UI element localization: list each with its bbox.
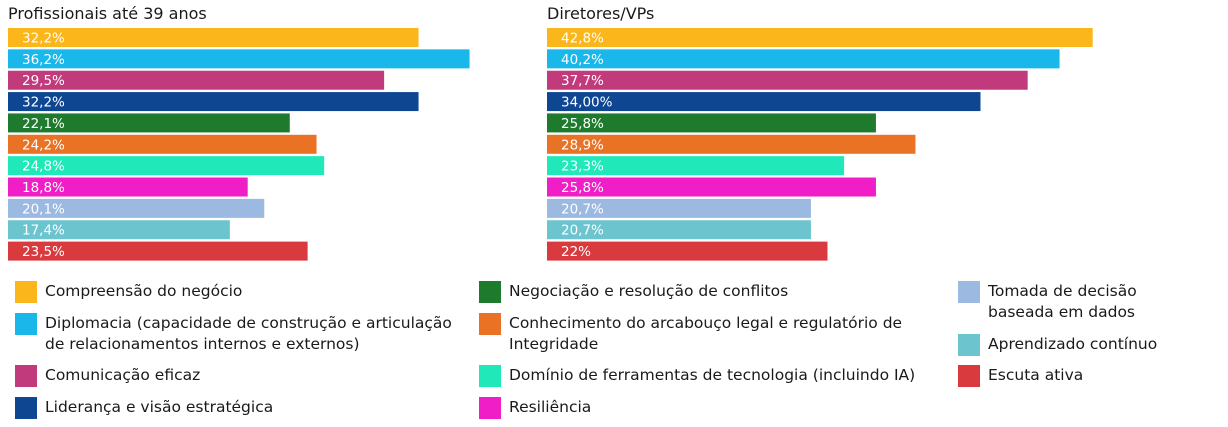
legend-item-aprendizado: Aprendizado contínuo (958, 334, 1157, 356)
bar-0-4 (8, 113, 290, 133)
bar-label-0-9: 17,4% (22, 223, 65, 239)
bar-label-1-4: 25,8% (561, 116, 604, 132)
legend-swatch (479, 313, 501, 335)
right-chart-title: Diretores/VPs (547, 4, 655, 23)
legend-label: Resiliência (509, 398, 592, 416)
legend-label: Conhecimento do arcabouço legal e regula… (509, 314, 903, 353)
bar-label-1-9: 20,7% (561, 223, 604, 239)
legend-item-compreensao: Compreensão do negócio (15, 281, 242, 303)
left-bar-chart: 32,2% 36,2% 29,5% 32,2% 22,1% 24,2% 24,8% 18,8%… (8, 28, 470, 261)
bar-label-0-5: 24,2% (22, 137, 65, 153)
bar-0-5 (8, 134, 317, 154)
bar-1-8 (547, 198, 811, 218)
bar-label-1-7: 25,8% (561, 180, 604, 196)
bar-1-9 (547, 220, 811, 240)
bar-label-1-6: 23,3% (561, 159, 604, 175)
legend-label: Comunicação eficaz (45, 366, 201, 384)
bar-1-6 (547, 156, 845, 176)
legend-item-conhecimento: Conhecimento do arcabouço legal e regula… (479, 313, 902, 355)
bar-1-2 (547, 70, 1028, 90)
bar-label-0-3: 32,2% (22, 95, 65, 111)
legend-item-lideranca: Liderança e visão estratégica (15, 397, 273, 419)
bar-label-1-0: 42,8% (561, 31, 604, 47)
bar-0-2 (8, 70, 385, 90)
bar-label-1-5: 28,9% (561, 137, 604, 153)
bar-label-1-3: 34,00% (561, 95, 613, 111)
bar-1-0 (547, 28, 1093, 47)
bar-0-7 (8, 177, 248, 197)
legend-label: Compreensão do negócio (45, 282, 243, 300)
legend-item-dominio: Domínio de ferramentas de tecnologia (in… (479, 365, 915, 387)
legend-swatch (958, 334, 980, 356)
legend-swatch (479, 281, 501, 303)
legend-item-escuta: Escuta ativa (958, 365, 1083, 387)
bar-label-0-0: 32,2% (22, 31, 65, 47)
bar-label-1-8: 20,7% (561, 201, 604, 217)
bar-0-9 (8, 220, 230, 240)
legend-swatch (15, 281, 37, 303)
legend-label: Aprendizado contínuo (988, 335, 1158, 353)
bar-label-0-8: 20,1% (22, 201, 65, 217)
legend-label: Escuta ativa (988, 366, 1084, 384)
legend-swatch (958, 365, 980, 387)
legend-item-resiliencia: Resiliência (479, 397, 591, 419)
bar-label-0-1: 36,2% (22, 52, 65, 68)
legend-label: Domínio de ferramentas de tecnologia (in… (509, 366, 916, 384)
legend-swatch (958, 281, 980, 303)
left-chart-title: Profissionais até 39 anos (8, 4, 207, 23)
legend-label: Negociação e resolução de conflitos (509, 282, 789, 300)
legend-label: Diplomacia (capacidade de construção e a… (45, 314, 452, 353)
bar-1-1 (547, 49, 1060, 69)
bar-label-1-1: 40,2% (561, 52, 604, 68)
legend-item-negociacao: Negociação e resolução de conflitos (479, 281, 788, 303)
legend-label: Tomada de decisão baseada em dados (988, 282, 1137, 321)
right-bar-chart: 42,8% 40,2% 37,7% 34,00% 25,8% 28,9% 23,3% 25,8… (547, 28, 1093, 261)
bar-0-3 (8, 92, 419, 112)
legend-item-diplomacia: Diplomacia (capacidade de construção e a… (15, 313, 452, 355)
bar-label-0-6: 24,8% (22, 159, 65, 175)
legend-label: Liderança e visão estratégica (45, 398, 274, 416)
bar-0-8 (8, 198, 265, 218)
bar-1-5 (547, 134, 916, 154)
bar-label-0-10: 23,5% (22, 244, 65, 260)
bar-label-1-2: 37,7% (561, 73, 604, 89)
bar-label-0-4: 22,1% (22, 116, 65, 132)
bar-label-0-7: 18,8% (22, 180, 65, 196)
bar-1-10 (547, 241, 828, 261)
legend-item-tomada-decisao: Tomada de decisão baseada em dados (958, 281, 1137, 323)
legend-swatch (15, 397, 37, 419)
bar-label-1-10: 22% (561, 244, 591, 260)
legend-item-comunicacao: Comunicação eficaz (15, 365, 200, 387)
legend-swatch (15, 313, 37, 335)
bar-1-7 (547, 177, 876, 197)
bar-1-3 (547, 92, 981, 112)
bar-1-4 (547, 113, 876, 133)
bar-0-0 (8, 28, 419, 47)
bar-0-1 (8, 49, 470, 69)
legend: Compreensão do negócio Diplomacia (capac… (0, 281, 1228, 427)
bar-0-10 (8, 241, 308, 261)
bar-0-6 (8, 156, 325, 176)
legend-swatch (479, 365, 501, 387)
legend-swatch (15, 365, 37, 387)
legend-swatch (479, 397, 501, 419)
bar-label-0-2: 29,5% (22, 73, 65, 89)
